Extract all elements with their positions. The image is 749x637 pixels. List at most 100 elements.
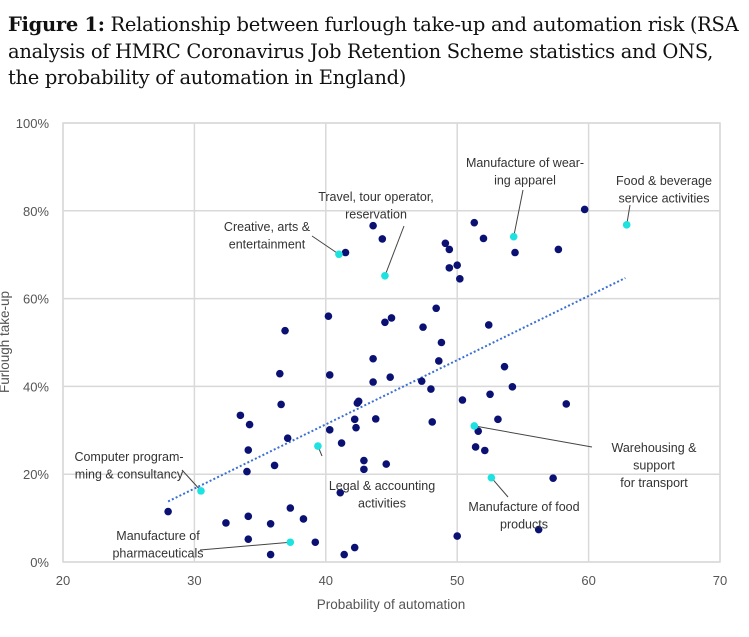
data-point — [458, 396, 467, 404]
x-axis-label: Probability of automation — [317, 597, 466, 612]
data-point — [479, 234, 488, 243]
data-point — [352, 423, 360, 432]
highlighted-point — [335, 250, 343, 259]
data-point — [360, 456, 368, 465]
data-point — [484, 321, 493, 329]
data-point — [456, 275, 464, 283]
data-point — [324, 312, 333, 320]
y-tick-label: 100% — [16, 116, 50, 131]
annotation: Legal & accounting activities — [314, 442, 435, 511]
annotation: Creative, arts & entertainment — [224, 220, 343, 259]
data-point — [164, 507, 172, 516]
y-tick-label: 80% — [23, 204, 49, 219]
data-point — [340, 550, 348, 559]
data-point — [369, 354, 377, 363]
data-point — [445, 245, 454, 254]
data-point — [244, 512, 253, 521]
trend-line — [167, 277, 626, 503]
data-point — [511, 248, 519, 257]
data-point — [325, 371, 334, 379]
data-point — [494, 415, 502, 424]
highlighted-point — [314, 442, 322, 450]
highlighted-point — [487, 473, 496, 482]
data-point — [243, 467, 251, 476]
annotation-label: Manufacture of food — [468, 500, 579, 514]
annotation: Warehousing & support for transport — [470, 422, 697, 490]
highlighted-point — [622, 221, 631, 229]
y-axis-label: Furlough take-up — [0, 291, 12, 393]
data-point — [277, 400, 285, 409]
annotation-label: products — [500, 518, 548, 532]
leader-line — [384, 225, 405, 276]
data-point — [453, 532, 462, 540]
data-point — [369, 378, 377, 386]
leader-line — [474, 425, 593, 448]
annotation-label: Creative, arts & — [224, 220, 311, 234]
data-point — [354, 397, 363, 406]
annotation-label: Travel, tour operator, — [318, 190, 434, 204]
annotation-label: Manufacture of — [116, 529, 200, 543]
data-point — [428, 418, 437, 426]
annotation-label: ming & consultancy — [75, 468, 184, 482]
data-point — [283, 434, 292, 443]
x-tick-label: 20 — [56, 573, 70, 588]
leader-line — [513, 189, 524, 237]
data-point — [369, 221, 377, 230]
highlighted-point — [381, 271, 389, 280]
data-point — [474, 427, 483, 435]
data-point — [435, 357, 443, 365]
annotation-label: reservation — [345, 208, 407, 222]
data-point — [244, 446, 253, 454]
x-tick-label: 70 — [713, 573, 727, 588]
annotation-label: ing apparel — [494, 174, 556, 188]
annotation-label: Food & beverage — [616, 174, 712, 188]
data-point — [299, 515, 308, 523]
y-tick-label: 60% — [23, 292, 49, 307]
data-point — [236, 411, 245, 420]
annotation-label: Computer program- — [74, 450, 183, 464]
data-point — [580, 205, 589, 214]
data-point — [378, 235, 387, 243]
data-point — [549, 474, 557, 482]
data-point — [281, 326, 289, 335]
leader-line — [490, 477, 509, 498]
data-point — [270, 461, 279, 470]
data-point — [534, 525, 543, 534]
data-point — [387, 314, 396, 322]
annotation: Manufacture of wear-ing apparel — [466, 156, 584, 241]
data-point — [486, 390, 494, 399]
data-point — [453, 261, 462, 270]
data-point — [341, 248, 350, 257]
y-tick-label: 20% — [23, 467, 49, 482]
data-point — [419, 323, 427, 331]
data-point — [325, 426, 334, 434]
data-point — [417, 377, 426, 385]
data-point — [480, 446, 489, 455]
x-tick-label: 30 — [187, 573, 201, 588]
leader-line — [311, 235, 340, 255]
annotation: Manufacture of pharmaceuticals — [112, 529, 295, 561]
data-point — [222, 519, 230, 527]
data-point — [244, 535, 253, 543]
annotation: Computer program-ming & consultancy — [74, 450, 205, 495]
data-point — [266, 550, 275, 559]
highlighted-point — [509, 232, 518, 241]
figure-title: Figure 1: Relationship between furlough … — [8, 12, 743, 92]
data-point — [381, 318, 389, 327]
y-tick-label: 0% — [30, 555, 49, 570]
leader-line — [181, 469, 202, 492]
data-point — [382, 460, 391, 468]
data-point — [337, 439, 346, 447]
annotation: Travel, tour operator, reservation — [318, 190, 434, 280]
highlighted-point — [470, 422, 479, 430]
data-point — [360, 465, 368, 474]
x-tick-label: 40 — [319, 573, 333, 588]
data-point — [286, 504, 295, 512]
annotation-label: for transport — [620, 476, 688, 490]
annotation-label: Manufacture of wear- — [466, 156, 584, 170]
data-point — [471, 443, 480, 451]
data-point — [336, 488, 345, 497]
data-point — [311, 538, 320, 547]
data-point — [508, 383, 517, 391]
